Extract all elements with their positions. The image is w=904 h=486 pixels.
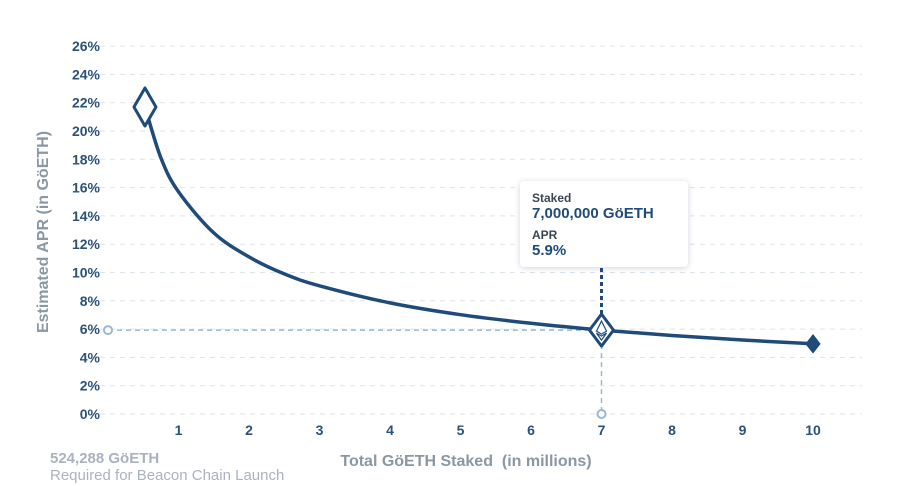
y-tick-label: 10% [72,265,101,281]
y-tick-label: 26% [72,38,101,54]
tooltip-staked-label: Staked [532,191,572,205]
y-tick-label: 4% [80,349,101,365]
y-axis-title: Estimated APR (in GöETH) [35,131,52,333]
grid [100,45,862,415]
tooltip: Staked 7,000,000 GöETH APR 5.9% [520,181,688,267]
highlight-diamond-marker [588,312,615,348]
x-axis-title: Total GöETH Staked (in millions) [340,453,591,470]
x-tick-label: 8 [668,422,676,438]
y-tick-label: 24% [72,66,101,82]
tooltip-apr-label: APR [532,228,558,242]
ethereum-icon-top [595,319,608,335]
y-tick-label: 6% [80,321,101,337]
y-tick-label: 2% [80,378,101,394]
x-tick-label: 3 [316,422,324,438]
y-tick-label: 12% [72,236,101,252]
y-tick-label: 16% [72,180,101,196]
x-axis-ticks: 1 2 3 4 5 6 7 8 9 10 [175,422,821,438]
y-axis-ticks: 0% 2% 4% 6% 8% 10% 12% 14% 16% 18% 20% 22% 24% 26% [72,38,101,422]
y-axis-guide-dot [103,325,113,336]
markers [132,86,821,354]
start-diamond-marker [132,86,158,128]
end-diamond-marker [805,334,821,354]
y-tick-label: 14% [72,208,101,224]
x-tick-label: 2 [245,422,253,438]
x-axis-guide-dot [596,409,607,419]
y-tick-label: 18% [72,151,101,167]
y-tick-label: 8% [80,293,101,309]
x-tick-label: 9 [739,422,747,438]
highlight-guides [103,268,607,419]
launch-requirement-amount: 524,288 GöETH [50,450,160,467]
x-tick-label: 5 [457,422,465,438]
tooltip-staked-value: 7,000,000 GöETH [532,205,654,222]
y-tick-label: 0% [80,406,101,422]
x-tick-label: 4 [386,422,394,438]
x-tick-label: 1 [175,422,183,438]
y-tick-label: 22% [72,95,101,111]
ethereum-icon-bottom [596,332,607,342]
tooltip-apr-value: 5.9% [532,242,567,259]
apr-curve [143,105,815,346]
x-tick-label: 7 [598,422,606,438]
x-tick-label: 10 [805,422,821,438]
y-tick-label: 20% [72,123,101,139]
launch-requirement-text: Required for Beacon Chain Launch [50,467,285,484]
x-tick-label: 6 [527,422,535,438]
ethereum-icon [595,319,608,342]
